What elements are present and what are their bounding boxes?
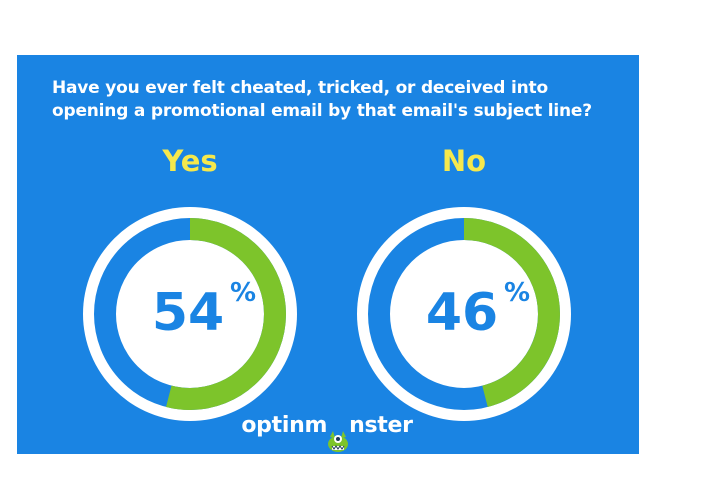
optinmonster-logo: optinm nster [227,413,427,452]
survey-question: Have you ever felt cheated, tricked, or … [52,77,622,123]
percent-sign-no: % [504,278,530,308]
ring-value-arc-yes [94,218,286,410]
logo-text-left: optinm [241,413,328,438]
question-line-2: opening a promotional email by that emai… [52,101,592,121]
answer-label-no: No [441,144,487,178]
infographic-panel: Have you ever felt cheated, tricked, or … [17,55,639,454]
percent-value-yes: 54 [152,283,224,343]
question-line-1: Have you ever felt cheated, tricked, or … [52,78,548,98]
logo-text-right: nster [349,413,413,438]
ring-value-arc-no [368,218,560,410]
answer-label-yes: Yes [162,144,218,178]
donut-chart-yes: 54 % [83,207,297,421]
percent-value-no: 46 [426,283,498,343]
donut-chart-no: 46 % [357,207,571,421]
percent-sign-yes: % [230,278,256,308]
monster-mascot-icon [328,431,349,452]
